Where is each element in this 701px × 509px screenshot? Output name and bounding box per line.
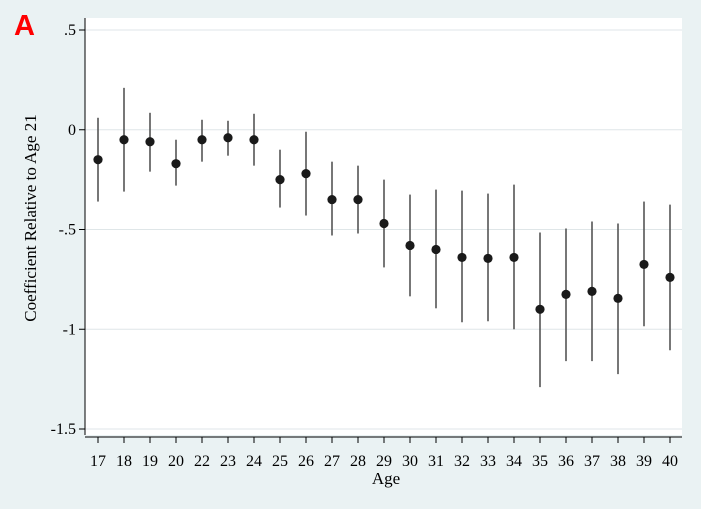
gridlines (85, 29, 682, 430)
point-age-38 (613, 293, 623, 303)
point-age-32 (457, 252, 467, 263)
x-tick-label: 35 (532, 453, 548, 470)
point-age-33 (483, 253, 493, 264)
y-tick-label: 0 (68, 122, 76, 139)
point-age-36 (561, 289, 571, 299)
x-tick-label: 26 (298, 453, 314, 470)
point-age-29 (379, 218, 389, 229)
x-tick-label: 37 (584, 453, 600, 470)
x-tick-label: 40 (662, 453, 678, 470)
point-age-40 (665, 272, 675, 282)
point-age-23 (223, 133, 233, 143)
x-tick-label: 39 (636, 453, 652, 470)
point-age-22 (197, 135, 207, 145)
x-tick-label: 34 (506, 453, 522, 470)
axes: .5 0 -.5 -1 -1.5 17 18 19 20 22 23 24 25 26 27 28 29 30 31… (51, 18, 682, 470)
x-tick-label: 32 (454, 453, 470, 470)
point-age-18 (119, 135, 129, 145)
x-tick-label: 18 (116, 453, 132, 470)
point-age-37 (587, 286, 597, 296)
y-tick-label: -1.5 (51, 421, 76, 438)
x-tick-label: 20 (168, 453, 184, 470)
y-tick-label: -1 (63, 321, 76, 338)
point-age-39 (639, 259, 649, 270)
x-tick-label: 27 (324, 453, 340, 470)
y-axis-title: Coefficient Relative to Age 21 (21, 114, 40, 321)
x-tick-label: 24 (246, 453, 262, 470)
point-age-25 (275, 175, 285, 185)
point-estimates (93, 133, 675, 314)
panel-label: A (14, 10, 35, 42)
x-tick-label: 36 (558, 453, 574, 470)
point-age-34 (509, 252, 519, 263)
y-tick-label: .5 (64, 22, 76, 39)
x-tick-label: 33 (480, 453, 496, 470)
y-tick-label: -.5 (59, 222, 76, 239)
point-age-31 (431, 244, 441, 255)
x-tick-label: 29 (376, 453, 392, 470)
x-tick-label: 25 (272, 453, 288, 470)
x-tick-label: 38 (610, 453, 626, 470)
x-tick-label: 19 (142, 453, 158, 470)
x-tick-label: 31 (428, 453, 444, 470)
point-age-27 (327, 194, 337, 205)
point-age-28 (353, 194, 363, 205)
point-age-17 (93, 155, 103, 165)
x-tick-label: 22 (194, 453, 210, 470)
x-tick-label: 30 (402, 453, 418, 470)
x-tick-label: 23 (220, 453, 236, 470)
x-axis-title: Age (372, 469, 400, 488)
point-age-24 (249, 135, 259, 145)
x-tick-label: 28 (350, 453, 366, 470)
x-tick-label: 17 (90, 453, 106, 470)
point-age-26 (301, 169, 311, 179)
point-age-20 (171, 159, 181, 169)
point-age-19 (145, 137, 155, 147)
point-age-35 (535, 304, 545, 314)
point-age-30 (405, 240, 415, 251)
